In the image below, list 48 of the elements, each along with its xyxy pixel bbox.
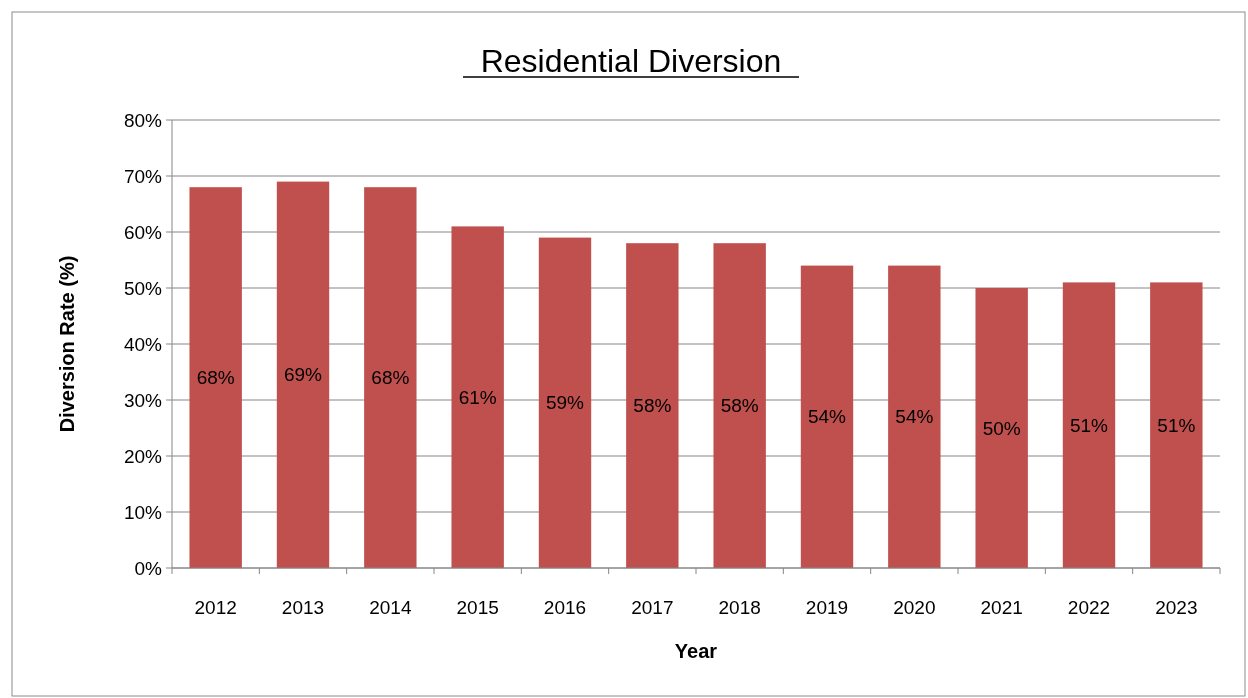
chart-title: Residential Diversion: [480, 43, 782, 79]
x-tick-label: 2013: [281, 597, 325, 618]
data-label: 54%: [807, 406, 847, 428]
data-label: 61%: [458, 386, 497, 408]
y-tick-label: 70%: [123, 165, 163, 187]
x-tick-label: 2020: [893, 597, 936, 618]
bar: [626, 243, 679, 568]
bar: [451, 226, 504, 568]
data-label: 54%: [895, 406, 934, 428]
bar: [975, 288, 1028, 568]
y-tick-label: 50%: [123, 277, 163, 299]
y-tick-label: 0%: [134, 557, 163, 579]
bar: [1150, 282, 1203, 568]
bar: [538, 237, 592, 568]
bar: [800, 265, 854, 568]
bar: [276, 181, 330, 568]
x-tick-label: 2021: [980, 597, 1023, 618]
data-label: 50%: [982, 417, 1021, 439]
bar: [364, 187, 417, 568]
x-tick-label: 2019: [805, 597, 849, 618]
bar: [888, 265, 941, 568]
y-tick-label: 60%: [123, 221, 163, 243]
y-tick-label: 10%: [123, 501, 163, 523]
x-tick-label: 2018: [718, 597, 761, 618]
y-tick-label: 40%: [123, 333, 163, 355]
x-tick-label: 2012: [194, 597, 237, 618]
data-label: 59%: [545, 392, 585, 414]
y-axis-title: Diversion Rate (%): [56, 255, 78, 433]
bar: [1062, 282, 1116, 568]
bar: [713, 243, 766, 568]
data-label: 69%: [283, 364, 323, 386]
x-tick-label: 2016: [543, 597, 587, 618]
x-tick-label: 2014: [369, 597, 412, 618]
data-label: 51%: [1069, 414, 1109, 436]
x-tick-label: 2017: [631, 597, 674, 618]
data-label: 68%: [196, 367, 235, 389]
x-tick-label: 2023: [1155, 597, 1198, 618]
data-label: 51%: [1157, 414, 1196, 436]
y-tick-label: 80%: [123, 109, 163, 131]
y-tick-label: 30%: [123, 389, 163, 411]
x-tick-label: 2022: [1067, 597, 1111, 618]
data-label: 58%: [720, 395, 759, 417]
bar: [189, 187, 242, 568]
x-tick-label: 2015: [456, 597, 499, 618]
data-label: 68%: [371, 367, 410, 389]
y-tick-label: 20%: [123, 445, 163, 467]
x-axis-title: Year: [674, 640, 718, 662]
data-label: 58%: [633, 395, 672, 417]
